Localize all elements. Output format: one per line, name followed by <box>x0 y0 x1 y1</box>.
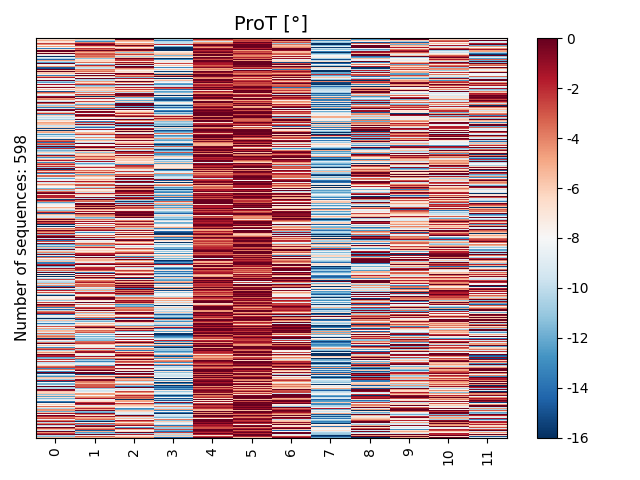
Y-axis label: Number of sequences: 598: Number of sequences: 598 <box>15 134 30 341</box>
Title: ProT [°]: ProT [°] <box>234 15 308 34</box>
